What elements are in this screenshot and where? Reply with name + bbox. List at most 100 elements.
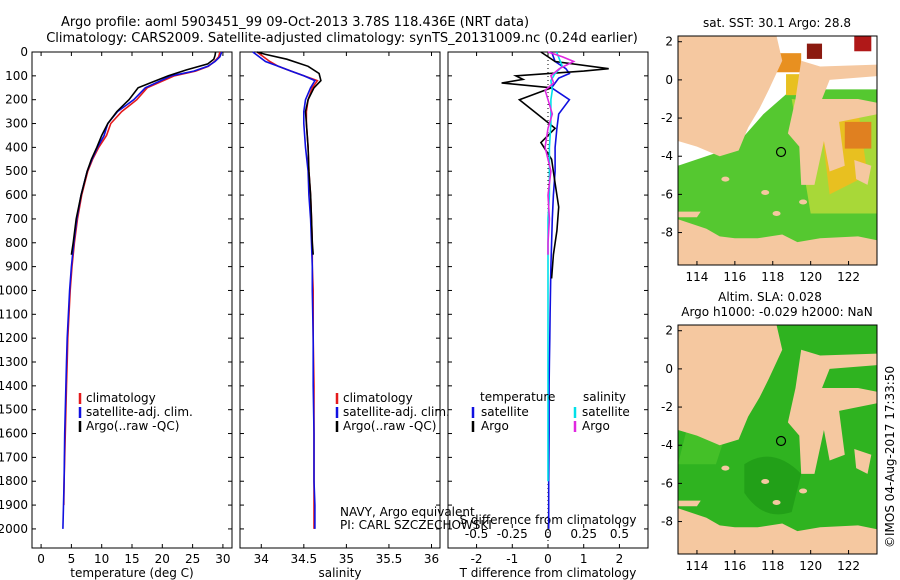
legend-label: Argo(..raw -QC) (86, 419, 179, 433)
land-small-island (772, 210, 781, 216)
depth-tick-label: 300 (5, 117, 28, 131)
legend-header-temperature: temperature (480, 390, 555, 404)
salinity-xtick-label: 34 (254, 552, 269, 566)
map-ytick-label: -4 (661, 149, 673, 163)
legend-label: Argo (582, 419, 610, 433)
map-frame (677, 35, 878, 266)
difference-xtick-label: 1 (580, 552, 588, 566)
land-borneo (678, 325, 783, 446)
land-small-island (799, 488, 808, 494)
temperature-xlabel: temperature (deg C) (70, 566, 193, 580)
legend-label: Argo (481, 419, 509, 433)
land-sulawesi (787, 60, 877, 185)
map-content (678, 325, 877, 554)
sla-field-dark (744, 456, 802, 515)
temperature-xtick-label: 20 (155, 552, 170, 566)
map-ytick-label: -6 (661, 476, 673, 490)
land-lesser-sunda (678, 508, 877, 554)
temperature-series-climatology (63, 51, 221, 506)
depth-tick-label: 1200 (0, 331, 28, 345)
navy-annotation: NAVY, Argo equivalent (340, 505, 475, 519)
depth-tick-label: 1900 (0, 498, 28, 512)
land-small-island (761, 189, 770, 195)
depth-tick-label: 500 (5, 164, 28, 178)
argo-location-marker (775, 146, 787, 158)
salinity-xtick-label: 34.5 (290, 552, 317, 566)
sst-field-orange-2 (844, 121, 872, 149)
legend-label: satellite (481, 405, 529, 419)
map-xtick-label: 118 (761, 559, 784, 573)
difference-series-s-satellite (547, 51, 564, 482)
temperature-series-argo-raw-qc- (70, 51, 217, 255)
legend-label: Argo(..raw -QC) (343, 419, 436, 433)
depth-tick-label: 1600 (0, 427, 28, 441)
temperature-profile-panel: 0100200300400500600700800900100011001200… (0, 45, 233, 580)
temperature-frame (31, 51, 233, 549)
map-ytick-label: -4 (661, 438, 673, 452)
s-diff-tick-label: -0.5 (465, 527, 488, 541)
map-ytick-label: 0 (665, 73, 673, 87)
difference-series-t-satellite (547, 51, 571, 529)
depth-tick-label: 800 (5, 236, 28, 250)
land-lesser-sunda (678, 219, 877, 265)
difference-xtick-label: -1 (506, 552, 518, 566)
map-frame (677, 324, 878, 555)
map-xtick-label: 116 (723, 559, 746, 573)
salinity-xtick-label: 35.5 (376, 552, 403, 566)
salinity-frame (239, 51, 441, 549)
difference-series-t-argo (501, 51, 609, 279)
land-madura (678, 500, 701, 507)
pi-annotation: PI: CARL SZCZECHOWSKI (340, 518, 492, 532)
land-small-island (721, 176, 730, 182)
difference-series-s-argo (544, 51, 576, 255)
depth-tick-label: 2000 (0, 522, 28, 536)
depth-tick-label: 900 (5, 260, 28, 274)
credit-text: ©IMOS 04-Aug-2017 17:33:50 (883, 366, 897, 548)
salinity-series-climatology (256, 51, 319, 529)
argo-location-marker (775, 435, 787, 447)
depth-tick-label: 600 (5, 188, 28, 202)
title-line-2: Climatology: CARS2009. Satellite-adjuste… (46, 31, 638, 46)
land-small-island (721, 465, 730, 471)
depth-tick-label: 1500 (0, 403, 28, 417)
depth-tick-label: 400 (5, 140, 28, 154)
salinity-profile-panel: 34 34.5 35 35.5 36 salinity (239, 51, 441, 580)
land-borneo (678, 36, 783, 157)
sla-map-title-line-1: Altim. SLA: 0.028 (718, 290, 822, 304)
land-madura (678, 211, 701, 218)
difference-xlabel: T difference from climatology (459, 566, 637, 580)
s-diff-tick-label: 0.5 (610, 527, 629, 541)
land-small-island (799, 199, 808, 205)
s-diff-tick-label: 0.25 (570, 527, 597, 541)
difference-xtick-label: -2 (471, 552, 483, 566)
land-buton (854, 449, 872, 474)
temperature-series-satellite-adj-clim- (62, 51, 223, 529)
temperature-xtick-label: 10 (94, 552, 109, 566)
sst-map-title: sat. SST: 30.1 Argo: 28.8 (703, 16, 851, 30)
map-xtick-label: 122 (837, 270, 860, 284)
sla-map-title-line-2: Argo h1000: -0.029 h2000: NaN (681, 305, 873, 319)
map-xtick-label: 118 (761, 270, 784, 284)
salinity-xtick-label: 35 (339, 552, 354, 566)
map-ytick-label: 2 (665, 324, 673, 338)
sst-map: 114 116 118 120 122 2 0 -2 -4 -6 -8 (661, 35, 878, 284)
depth-tick-label: 1400 (0, 379, 28, 393)
land-sulawesi (787, 349, 877, 474)
salinity-xlabel: salinity (318, 566, 361, 580)
map-xtick-label: 120 (799, 270, 822, 284)
temperature-xtick-label: 30 (215, 552, 230, 566)
s-diff-tick-label: -0.25 (497, 527, 528, 541)
depth-tick-label: 1000 (0, 283, 28, 297)
map-xtick-label: 120 (799, 559, 822, 573)
temperature-xtick-label: 0 (37, 552, 45, 566)
difference-xtick-label: 2 (616, 552, 624, 566)
legend-label: climatology (86, 391, 156, 405)
map-xtick-label: 114 (685, 270, 708, 284)
map-ytick-label: -2 (661, 111, 673, 125)
difference-legend: temperature salinitysatelliteArgosatellit… (471, 390, 630, 433)
legend-label: satellite-adj. clim. (86, 405, 193, 419)
s-diff-tick-label: 0 (544, 527, 552, 541)
salinity-xtick-label: 36 (424, 552, 439, 566)
